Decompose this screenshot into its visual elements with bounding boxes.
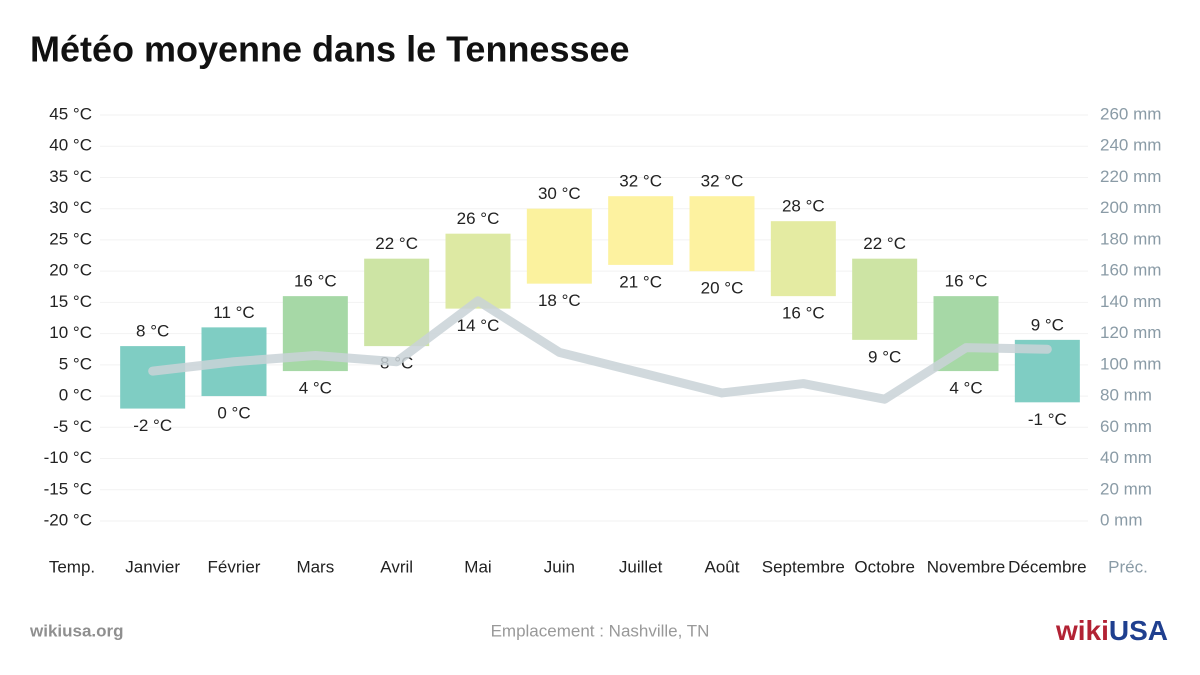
min-label: 4 °C	[949, 379, 982, 398]
y2-tick-label: 100 mm	[1100, 354, 1161, 373]
min-label: 0 °C	[217, 404, 250, 423]
y2-tick-label: 60 mm	[1100, 417, 1152, 436]
max-label: 8 °C	[136, 322, 169, 341]
x-tick-label: Mai	[464, 557, 491, 576]
x-tick-label: Août	[705, 557, 740, 576]
y-tick-label: -5 °C	[53, 417, 92, 436]
temperature-bar	[608, 196, 674, 265]
min-label: 4 °C	[299, 379, 332, 398]
min-label: 18 °C	[538, 291, 581, 310]
y-tick-label: 40 °C	[49, 136, 92, 155]
y2-tick-label: 200 mm	[1100, 198, 1161, 217]
max-label: 16 °C	[945, 272, 988, 291]
x-tick-label: Janvier	[125, 557, 180, 576]
logo-part: wiki	[1055, 615, 1109, 646]
logo-part: USA	[1109, 615, 1168, 646]
y2-tick-label: 120 mm	[1100, 323, 1161, 342]
y2-tick-label: 140 mm	[1100, 292, 1161, 311]
max-label: 32 °C	[619, 172, 662, 191]
x-tick-label: Juillet	[619, 557, 663, 576]
max-label: 9 °C	[1031, 315, 1064, 334]
y-tick-label: 25 °C	[49, 229, 92, 248]
temperature-bar	[120, 346, 186, 409]
max-label: 16 °C	[294, 272, 337, 291]
temperature-bar	[852, 258, 918, 340]
y-tick-label: 35 °C	[49, 167, 92, 186]
location: Emplacement : Nashville, TN	[491, 621, 710, 640]
temperature-bar	[770, 221, 836, 297]
y-tick-label: -15 °C	[44, 479, 92, 498]
y2-tick-label: 160 mm	[1100, 261, 1161, 280]
x-tick-label: Avril	[380, 557, 413, 576]
min-label: -1 °C	[1028, 410, 1067, 429]
y2-axis-label: Préc.	[1108, 557, 1148, 576]
x-tick-label: Mars	[296, 557, 334, 576]
y2-tick-label: 20 mm	[1100, 479, 1152, 498]
max-label: 32 °C	[701, 172, 744, 191]
y-tick-label: 0 °C	[59, 386, 92, 405]
x-tick-label: Septembre	[762, 557, 845, 576]
max-label: 22 °C	[863, 234, 906, 253]
max-label: 28 °C	[782, 197, 825, 216]
max-label: 30 °C	[538, 184, 581, 203]
y2-tick-label: 40 mm	[1100, 448, 1152, 467]
logo: wikiUSA	[1055, 615, 1168, 646]
min-label: -2 °C	[133, 416, 172, 435]
y-axis-label: Temp.	[49, 557, 95, 576]
y2-tick-label: 0 mm	[1100, 510, 1143, 529]
min-label: 16 °C	[782, 304, 825, 323]
y2-tick-label: 260 mm	[1100, 104, 1161, 123]
min-label: 20 °C	[701, 279, 744, 298]
y-tick-label: 45 °C	[49, 104, 92, 123]
y2-tick-label: 80 mm	[1100, 386, 1152, 405]
x-tick-label: Octobre	[854, 557, 914, 576]
max-label: 11 °C	[213, 303, 254, 322]
temperature-bar	[526, 208, 592, 284]
min-label: 14 °C	[457, 316, 500, 335]
y-tick-label: 15 °C	[49, 292, 92, 311]
precipitation-line	[148, 296, 1052, 404]
min-label: 9 °C	[868, 347, 901, 366]
y2-tick-label: 240 mm	[1100, 136, 1161, 155]
x-tick-label: Juin	[544, 557, 575, 576]
y-tick-label: 10 °C	[49, 323, 92, 342]
temperature-bar	[364, 258, 430, 347]
y-tick-label: 5 °C	[59, 354, 92, 373]
max-label: 26 °C	[457, 209, 500, 228]
temperature-bar	[445, 233, 511, 309]
y2-tick-label: 180 mm	[1100, 229, 1161, 248]
site-name: wikiusa.org	[29, 621, 124, 640]
max-label: 22 °C	[375, 234, 418, 253]
min-label: 21 °C	[619, 272, 662, 291]
x-tick-label: Février	[208, 557, 261, 576]
temperature-bar	[689, 196, 755, 272]
x-tick-label: Décembre	[1008, 557, 1086, 576]
y2-tick-label: 220 mm	[1100, 167, 1161, 186]
y-tick-label: -20 °C	[44, 510, 92, 529]
y-tick-label: 20 °C	[49, 261, 92, 280]
x-tick-label: Novembre	[927, 557, 1005, 576]
y-tick-label: 30 °C	[49, 198, 92, 217]
chart-title: Météo moyenne dans le Tennessee	[30, 29, 630, 70]
y-tick-label: -10 °C	[44, 448, 92, 467]
